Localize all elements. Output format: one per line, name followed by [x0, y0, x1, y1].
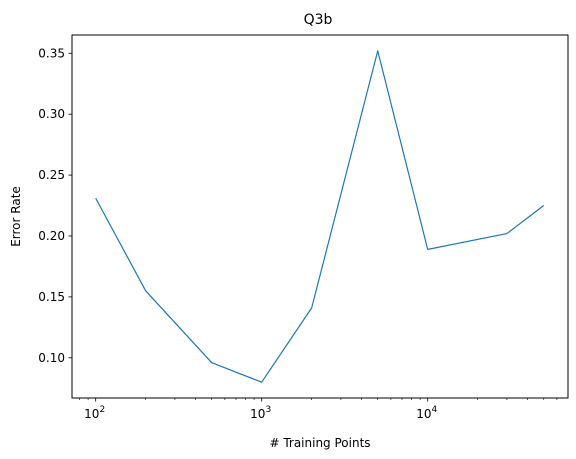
y-tick-label: 0.35 — [38, 46, 65, 60]
error-rate-line — [95, 50, 545, 383]
chart-title: Q3b — [304, 12, 333, 28]
y-tick-label: 0.15 — [38, 290, 65, 304]
y-tick-label: 0.30 — [38, 107, 65, 121]
x-tick-label: 103 — [250, 405, 271, 421]
x-tick-label: 102 — [84, 405, 105, 421]
x-tick-label: 104 — [416, 405, 437, 421]
x-axis-ticks: 102 103 104 — [84, 398, 437, 421]
plot-area-frame — [71, 34, 569, 399]
y-tick-label: 0.20 — [38, 229, 65, 243]
x-axis-label: # Training Points — [269, 436, 370, 450]
y-tick-label: 0.10 — [38, 351, 65, 365]
y-axis-ticks: 0.10 0.15 0.20 0.25 0.30 0.35 — [38, 46, 72, 365]
y-axis-label: Error Rate — [9, 186, 23, 247]
y-tick-label: 0.25 — [38, 168, 65, 182]
